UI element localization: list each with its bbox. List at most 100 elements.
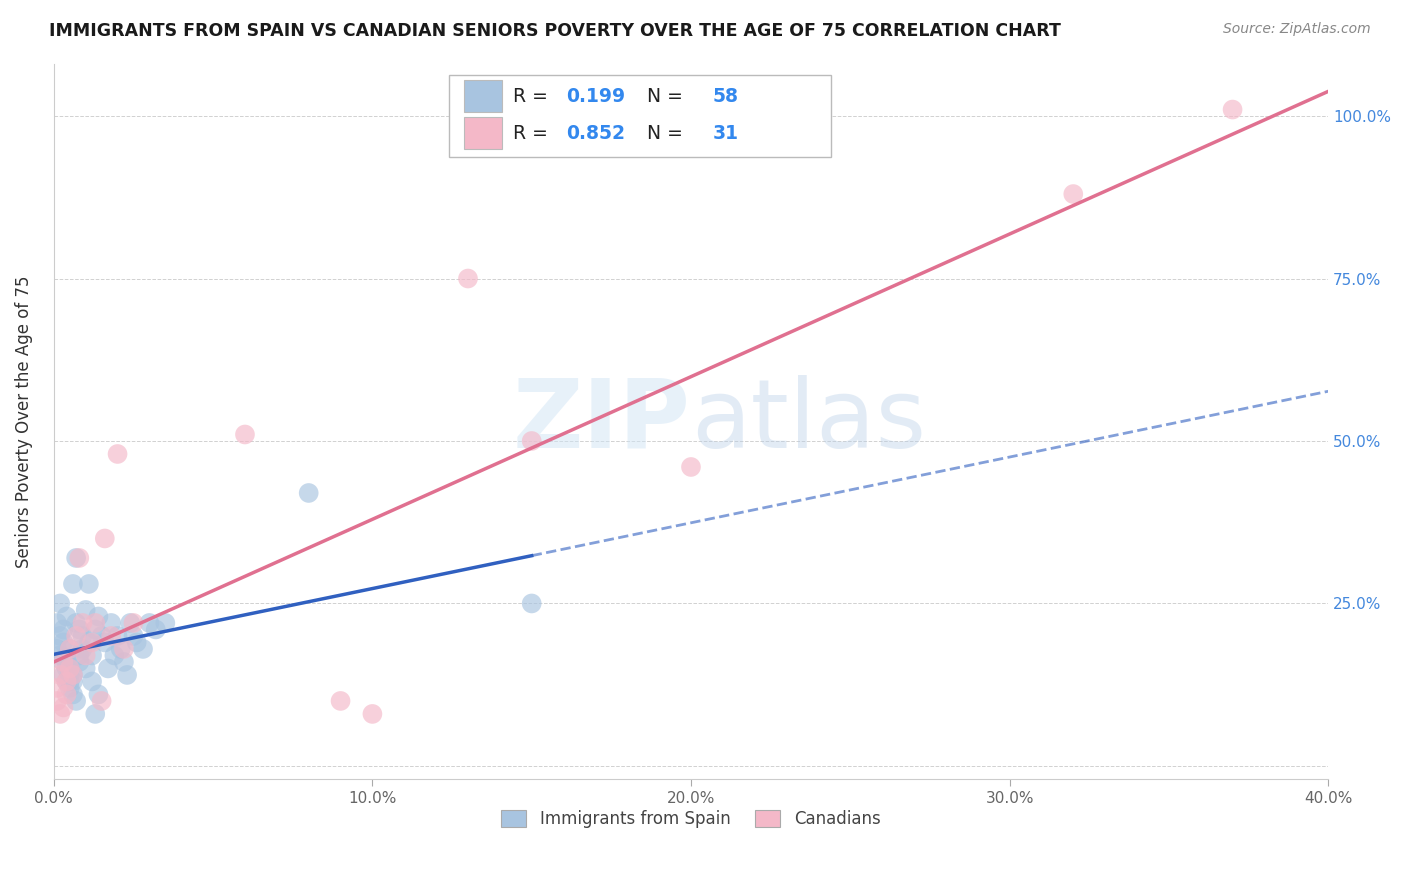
- Point: [77, 577, 100, 591]
- Point: [49, 597, 72, 611]
- Text: 0.852: 0.852: [567, 124, 626, 143]
- Point: [110, 642, 132, 657]
- Point: [67, 648, 90, 663]
- Point: [84, 615, 107, 630]
- Point: [49, 668, 72, 682]
- Point: [84, 623, 107, 637]
- Point: [520, 597, 543, 611]
- Point: [120, 615, 142, 630]
- Point: [62, 577, 84, 591]
- Point: [52, 668, 75, 682]
- Point: [80, 635, 103, 649]
- Text: R =: R =: [513, 124, 554, 143]
- Point: [52, 655, 75, 669]
- Point: [46, 615, 69, 630]
- Point: [94, 532, 117, 546]
- Point: [80, 674, 103, 689]
- Point: [65, 551, 87, 566]
- Point: [67, 551, 90, 566]
- Point: [112, 642, 135, 657]
- Point: [59, 681, 82, 695]
- Point: [125, 635, 148, 649]
- Point: [55, 661, 77, 675]
- Point: [55, 688, 77, 702]
- Point: [80, 648, 103, 663]
- Text: Source: ZipAtlas.com: Source: ZipAtlas.com: [1223, 22, 1371, 37]
- Point: [112, 655, 135, 669]
- Point: [52, 623, 75, 637]
- Point: [155, 615, 177, 630]
- Point: [55, 655, 77, 669]
- Point: [67, 623, 90, 637]
- Point: [59, 674, 82, 689]
- Point: [107, 447, 129, 461]
- Legend: Immigrants from Spain, Canadians: Immigrants from Spain, Canadians: [495, 804, 887, 835]
- Point: [62, 668, 84, 682]
- Point: [59, 661, 82, 675]
- Point: [59, 668, 82, 682]
- Point: [49, 629, 72, 643]
- Point: [55, 674, 77, 689]
- Point: [520, 434, 543, 448]
- Point: [75, 648, 97, 663]
- Point: [122, 629, 145, 643]
- FancyBboxPatch shape: [449, 75, 831, 157]
- Point: [65, 694, 87, 708]
- Point: [62, 688, 84, 702]
- Point: [65, 629, 87, 643]
- Point: [100, 615, 122, 630]
- Point: [62, 674, 84, 689]
- Point: [55, 609, 77, 624]
- Point: [122, 615, 145, 630]
- Point: [100, 629, 122, 643]
- Point: [72, 629, 94, 643]
- Bar: [464, 80, 502, 112]
- Point: [87, 688, 110, 702]
- Text: 0.199: 0.199: [567, 87, 626, 106]
- Point: [62, 668, 84, 682]
- Point: [84, 706, 107, 721]
- Point: [94, 635, 117, 649]
- Point: [49, 648, 72, 663]
- Point: [115, 668, 138, 682]
- Point: [77, 635, 100, 649]
- Point: [46, 642, 69, 657]
- Text: 58: 58: [713, 87, 738, 106]
- Point: [59, 642, 82, 657]
- Point: [55, 674, 77, 689]
- Point: [1222, 103, 1244, 117]
- Point: [46, 681, 69, 695]
- Point: [361, 706, 384, 721]
- Point: [1062, 187, 1084, 202]
- Point: [679, 460, 702, 475]
- Text: 31: 31: [713, 124, 738, 143]
- Text: ZIP: ZIP: [513, 375, 690, 468]
- Text: N =: N =: [636, 124, 689, 143]
- Text: R =: R =: [513, 87, 554, 106]
- Y-axis label: Seniors Poverty Over the Age of 75: Seniors Poverty Over the Age of 75: [15, 276, 32, 567]
- Point: [72, 615, 94, 630]
- Point: [138, 615, 160, 630]
- Point: [75, 603, 97, 617]
- Text: N =: N =: [636, 87, 689, 106]
- Point: [90, 629, 112, 643]
- Point: [75, 661, 97, 675]
- Point: [457, 271, 479, 285]
- Point: [103, 648, 125, 663]
- Point: [49, 706, 72, 721]
- Point: [87, 609, 110, 624]
- Point: [107, 629, 129, 643]
- Point: [233, 427, 256, 442]
- Point: [65, 615, 87, 630]
- Point: [46, 694, 69, 708]
- Point: [298, 486, 321, 500]
- Bar: [464, 118, 502, 150]
- Point: [132, 642, 155, 657]
- Point: [59, 661, 82, 675]
- Text: atlas: atlas: [690, 375, 927, 468]
- Point: [52, 700, 75, 714]
- Text: IMMIGRANTS FROM SPAIN VS CANADIAN SENIORS POVERTY OVER THE AGE OF 75 CORRELATION: IMMIGRANTS FROM SPAIN VS CANADIAN SENIOR…: [49, 22, 1062, 40]
- Point: [90, 694, 112, 708]
- Point: [97, 661, 120, 675]
- Point: [52, 655, 75, 669]
